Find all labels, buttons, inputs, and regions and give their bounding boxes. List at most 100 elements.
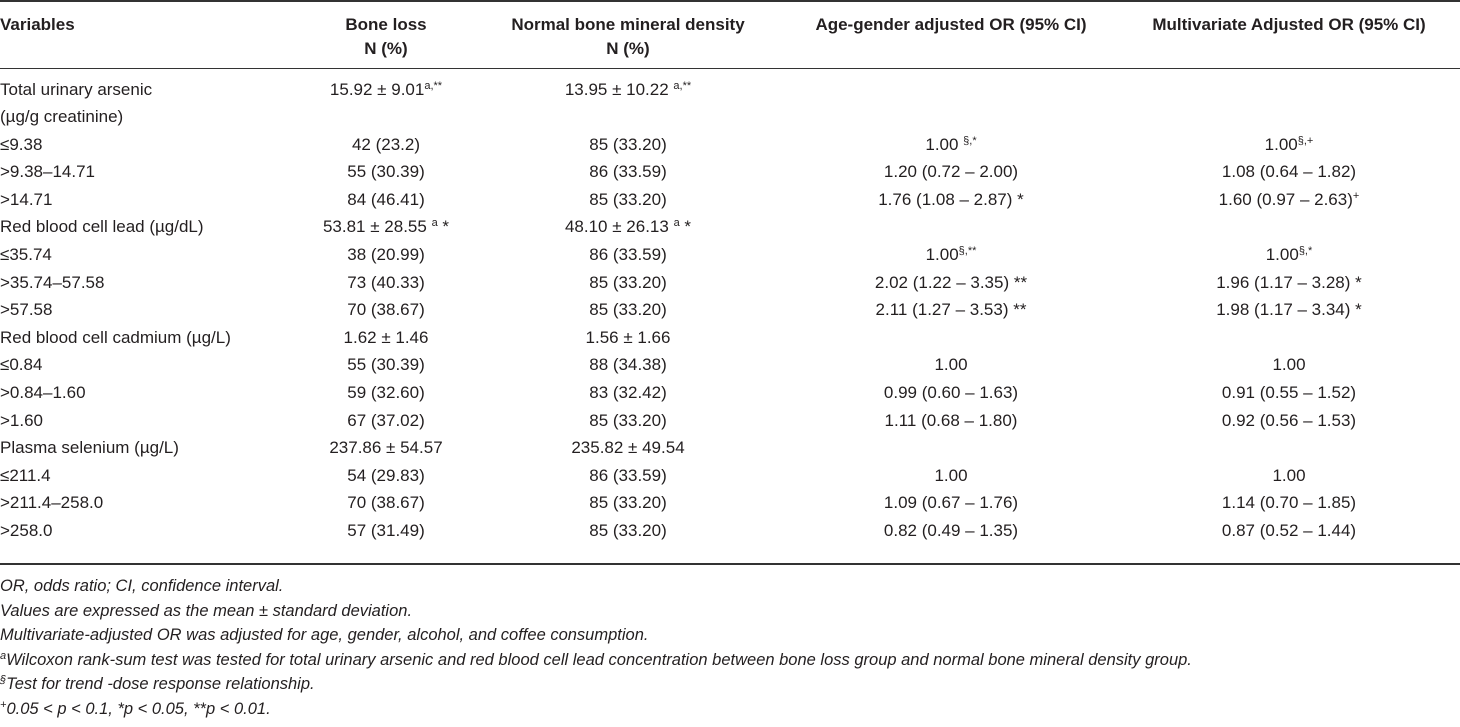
cell-variable: >211.4–258.0 [0, 493, 104, 513]
cell-age-gender-or: 1.76 (1.08 – 2.87) * [878, 189, 1024, 209]
cell-bone-loss: 73 (40.33) [347, 272, 425, 292]
cell-age-gender-or: 1.00 [934, 465, 968, 485]
cell-age-gender-or [784, 68, 1118, 106]
table-row: Plasma selenium (µg/L) 237.86 ± 54.57 235.… [0, 437, 1460, 465]
cell-bone-loss: 54 (29.83) [347, 465, 425, 485]
cell-multivariate-or [1118, 327, 1460, 355]
cell-age-gender-or: 0.99 (0.60 – 1.63) [883, 383, 1019, 403]
cell-age-gender-or [784, 216, 1118, 244]
cell-variable: ≤0.84 [0, 355, 43, 375]
cell-normal-bmd: 85 (33.20) [589, 134, 667, 154]
cell-normal-bmd: 83 (32.42) [589, 383, 667, 403]
footnote: §Test for trend -dose response relations… [0, 674, 315, 694]
cell-age-gender-or [784, 327, 1118, 355]
cell-multivariate-or: 0.92 (0.56 – 1.53) [1221, 410, 1357, 430]
cell-normal-bmd: 235.82 ± 49.54 [571, 438, 685, 458]
cell-normal-bmd: 88 (34.38) [589, 355, 667, 375]
table-row: >1.60 67 (37.02) 85 (33.20) 1.11 (0.68 – 1.… [0, 410, 1460, 438]
table-row: >14.71 84 (46.41) 85 (33.20) 1.76 (1.08 – 2… [0, 189, 1460, 217]
cell-bone-loss: 57 (31.49) [347, 521, 425, 540]
cell-normal-bmd: 1.56 ± 1.66 [585, 327, 671, 347]
table-row: >57.58 70 (38.67) 85 (33.20) 2.11 (1.27 – 3… [0, 299, 1460, 327]
cell-bone-loss: 55 (30.39) [347, 355, 425, 375]
cell-multivariate-or: 0.91 (0.55 – 1.52) [1221, 383, 1357, 403]
cell-normal-bmd: 85 (33.20) [589, 189, 667, 209]
cell-normal-bmd: 86 (33.59) [589, 245, 667, 265]
cell-bone-loss: 67 (37.02) [347, 410, 425, 430]
table-row: ≤9.38 42 (23.2) 85 (33.20) 1.00 §,* 1.00§,+ [0, 134, 1460, 162]
cell-bone-loss: 53.81 ± 28.55 a * [322, 217, 450, 237]
cell-bone-loss: 70 (38.67) [347, 300, 425, 320]
cell-normal-bmd: 48.10 ± 26.13 a * [564, 217, 692, 237]
cell-normal-bmd: 85 (33.20) [589, 410, 667, 430]
cell-multivariate-or: 1.00 [1272, 355, 1306, 375]
cell-age-gender-or: 1.09 (0.67 – 1.76) [883, 493, 1019, 513]
table-row: (µg/g creatinine) [0, 106, 1460, 134]
cell-age-gender-or: 1.11 (0.68 – 1.80) [884, 410, 1018, 430]
cell-bone-loss: 55 (30.39) [347, 162, 425, 182]
cell-bone-loss: 42 (23.2) [351, 134, 421, 154]
table-row: ≤35.74 38 (20.99) 86 (33.59) 1.00§,** 1.00§,… [0, 244, 1460, 272]
table-body: Total urinary arsenic 15.92 ± 9.01a,** 13.… [0, 68, 1460, 548]
table-row: Total urinary arsenic 15.92 ± 9.01a,** 13.… [0, 68, 1460, 106]
cell-multivariate-or: 1.00§,+ [1264, 134, 1314, 154]
header-multivariate-or: Multivariate Adjusted OR (95% CI) [1152, 15, 1426, 34]
footnote: aWilcoxon rank-sum test was tested for t… [0, 649, 1192, 669]
cell-variable: >0.84–1.60 [0, 383, 86, 403]
cell-age-gender-or: 1.20 (0.72 – 2.00) [883, 162, 1019, 182]
cell-bone-loss: 1.62 ± 1.46 [343, 327, 429, 347]
table-row: >258.0 57 (31.49) 85 (33.20) 0.82 (0.49 – 1… [0, 520, 1460, 548]
cell-variable: >57.58 [0, 300, 53, 320]
cell-variable: >258.0 [0, 521, 53, 540]
cell-multivariate-or: 1.00§,* [1265, 245, 1313, 265]
table-row: Red blood cell lead (µg/dL) 53.81 ± 28.55… [0, 216, 1460, 244]
header-variables: Variables [0, 15, 75, 34]
cell-variable: Red blood cell cadmium (µg/L) [0, 327, 231, 347]
cell-multivariate-or: 1.96 (1.17 – 3.28) * [1216, 272, 1362, 292]
cell-normal-bmd: 86 (33.59) [589, 465, 667, 485]
cell-bone-loss [300, 106, 472, 134]
footnote: Values are expressed as the mean ± stand… [0, 601, 413, 620]
cell-variable: Total urinary arsenic [0, 79, 153, 99]
cell-variable: (µg/g creatinine) [0, 107, 124, 127]
cell-variable: ≤211.4 [0, 465, 51, 485]
cell-bone-loss: 237.86 ± 54.57 [329, 438, 443, 458]
table-row: ≤0.84 55 (30.39) 88 (34.38) 1.00 1.00 [0, 354, 1460, 382]
table-row: >211.4–258.0 70 (38.67) 85 (33.20) 1.09 (0.… [0, 492, 1460, 520]
table-row: ≤211.4 54 (29.83) 86 (33.59) 1.00 1.00 [0, 465, 1460, 493]
cell-normal-bmd: 85 (33.20) [589, 272, 667, 292]
footnote: OR, odds ratio; CI, confidence interval. [0, 577, 284, 595]
cell-bone-loss: 38 (20.99) [347, 245, 425, 265]
cell-age-gender-or: 1.00§,** [925, 245, 977, 265]
cell-variable: >9.38–14.71 [0, 162, 96, 182]
cell-normal-bmd: 85 (33.20) [589, 493, 667, 513]
header-age-gender-or: Age-gender adjusted OR (95% CI) [815, 15, 1087, 34]
cell-bone-loss: 59 (32.60) [347, 383, 425, 403]
cell-multivariate-or [1118, 437, 1460, 465]
table-row: >35.74–57.58 73 (40.33) 85 (33.20) 2.02 (1.… [0, 272, 1460, 300]
header-normal-bmd: Normal bone mineral density N (%) [511, 15, 745, 58]
cell-variable: Red blood cell lead (µg/dL) [0, 217, 204, 237]
cell-variable: >1.60 [0, 410, 44, 430]
cell-variable: Plasma selenium (µg/L) [0, 438, 179, 458]
cell-normal-bmd: 13.95 ± 10.22 a,** [564, 79, 692, 99]
footnote: Multivariate-adjusted OR was adjusted fo… [0, 626, 649, 644]
table-footnotes: OR, odds ratio; CI, confidence interval.… [0, 574, 1192, 721]
cell-age-gender-or [784, 437, 1118, 465]
header-bone-loss: Bone loss N (%) [345, 15, 427, 58]
cell-variable: ≤9.38 [0, 134, 43, 154]
cell-bone-loss: 15.92 ± 9.01a,** [329, 79, 443, 99]
cell-normal-bmd: 86 (33.59) [589, 162, 667, 182]
cell-multivariate-or [1118, 216, 1460, 244]
cell-multivariate-or: 0.87 (0.52 – 1.44) [1221, 521, 1357, 540]
cell-multivariate-or: 1.14 (0.70 – 1.85) [1221, 493, 1357, 513]
cell-multivariate-or: 1.00 [1272, 465, 1306, 485]
table-header: Variables Bone loss N (%) Normal bone min… [0, 0, 1460, 68]
cell-bone-loss: 84 (46.41) [347, 189, 425, 209]
cell-multivariate-or [1118, 106, 1460, 134]
cell-multivariate-or: 1.98 (1.17 – 3.34) * [1216, 300, 1362, 320]
cell-normal-bmd: 85 (33.20) [589, 300, 667, 320]
cell-age-gender-or: 1.00 [934, 355, 968, 375]
cell-multivariate-or: 1.60 (0.97 – 2.63)+ [1218, 189, 1360, 209]
